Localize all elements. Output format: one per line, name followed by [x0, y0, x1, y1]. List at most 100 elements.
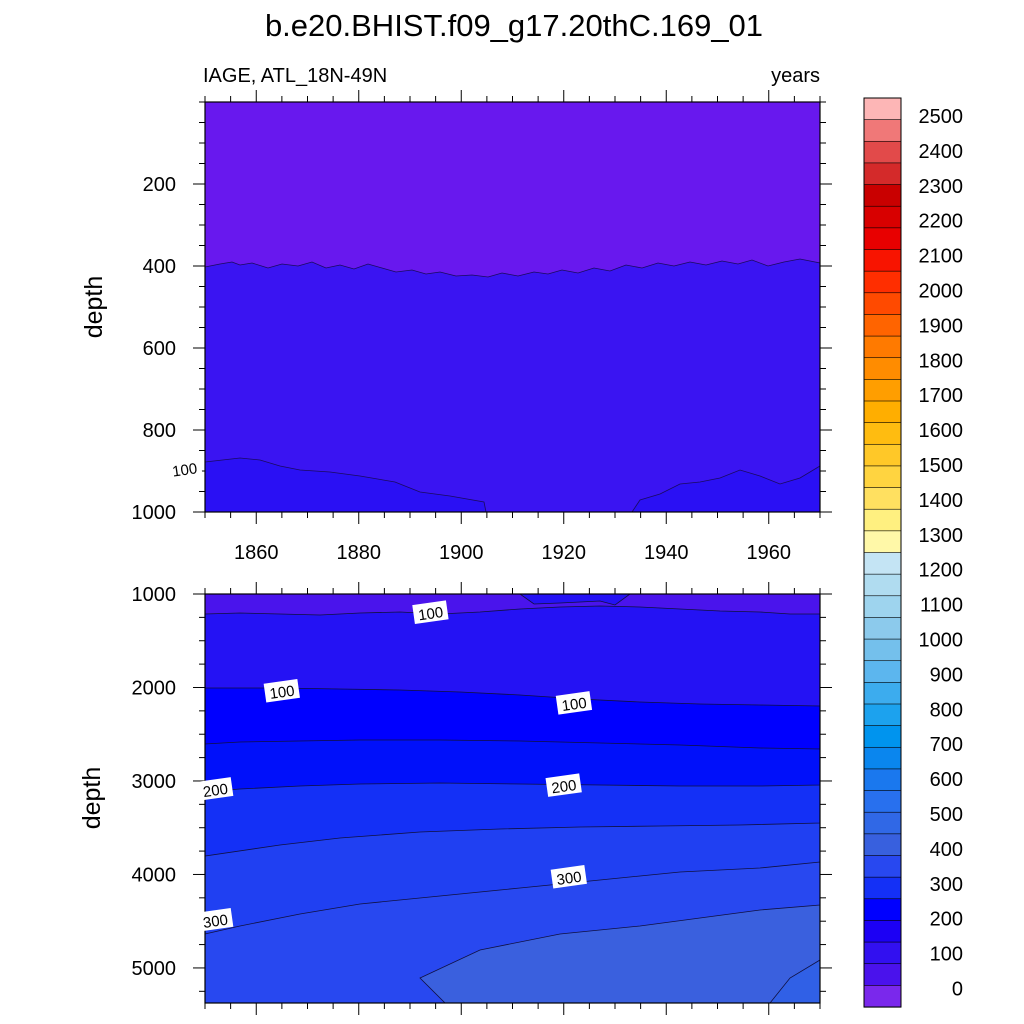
colorbar-swatch: [863, 270, 902, 294]
contour-label-text: 100: [269, 683, 296, 703]
colorbar-swatch: [863, 379, 902, 402]
y-tick-label: 3000: [132, 771, 177, 793]
contour-label: 100: [555, 691, 593, 715]
colorbar-label: 900: [930, 664, 963, 686]
colorbar-swatch: [863, 898, 902, 922]
y-tick-label: 200: [143, 174, 176, 196]
colorbar-swatch: [863, 768, 902, 792]
contour-label-text: 100: [561, 695, 588, 715]
colorbar-swatch: [863, 985, 902, 1008]
bottom-panel: 1000 2000 3000 4000 5000 100 100 100 200 200 300 3…: [78, 582, 832, 1015]
colorbar-swatch: [863, 941, 902, 965]
x-tick-label: 1860: [234, 542, 279, 564]
x-tick-labels: 1860 1880 1900 1920 1940 1960: [234, 542, 791, 564]
panel-right-label: years: [771, 65, 820, 87]
colorbar-label: 1800: [919, 350, 964, 372]
contour-band-100-lower: [204, 457, 487, 513]
contour-label-text: 300: [556, 869, 583, 889]
colorbar-label: 200: [930, 909, 963, 931]
colorbar-swatch: [863, 97, 902, 121]
y-axis-label: depth: [80, 276, 108, 339]
colorbar-label: 300: [930, 874, 963, 896]
colorbar-swatch: [863, 682, 902, 705]
colorbar-swatch: [863, 422, 902, 445]
contour-labels: 100 100 100 200 200 300 300: [197, 600, 593, 932]
y-axis-label: depth: [78, 767, 106, 830]
colorbar-label: 2300: [919, 176, 964, 198]
colorbar-swatch: [863, 314, 902, 337]
colorbar-swatch: [863, 119, 902, 142]
y-tick-label: 1000: [132, 502, 177, 524]
contour-label-text: 200: [550, 777, 577, 797]
colorbar-swatch: [863, 400, 902, 424]
colorbar-swatch: [863, 443, 902, 467]
colorbar-frame: [863, 97, 902, 1008]
colorbar-label: 800: [930, 699, 963, 721]
contour-band-100-upper: [204, 258, 821, 513]
chart-title: b.e20.BHIST.f09_g17.20thC.169_01: [265, 8, 763, 43]
contour-label: 200: [197, 777, 234, 801]
contour-label: 200: [545, 773, 582, 797]
colorbar-label: 1500: [919, 455, 964, 477]
axis-ticks: [193, 582, 832, 1015]
colorbar-swatch: [863, 638, 902, 662]
colorbar-swatch: [863, 833, 902, 857]
colorbar-label: 0: [952, 979, 963, 1001]
x-tick-label: 1920: [542, 542, 587, 564]
contour-label-text: 100: [171, 460, 198, 480]
y-tick-label: 600: [143, 338, 176, 360]
contour-label-text: 300: [202, 912, 229, 932]
colorbar-swatch: [863, 876, 902, 900]
top-panel: IAGE, ATL_18N-49N years 200 400 600 800 1000…: [80, 65, 832, 564]
colorbar-label: 500: [930, 804, 963, 826]
colorbar-label: 1600: [919, 420, 964, 442]
y-tick-label: 400: [143, 256, 176, 278]
colorbar-swatch: [863, 573, 902, 597]
contour-label-text: 200: [202, 781, 229, 801]
x-tick-label: 1940: [644, 542, 689, 564]
contour-band-0-100: [204, 593, 821, 616]
y-tick-label: 1000: [132, 584, 177, 606]
panel-left-label: IAGE, ATL_18N-49N: [203, 65, 387, 87]
contour-label-text: 100: [417, 604, 444, 624]
colorbar: 2500240023002200210020001900180017001600…: [863, 97, 964, 1008]
colorbar-swatch: [863, 227, 902, 251]
colorbar-label: 1900: [919, 315, 964, 337]
colorbar-swatch: [863, 205, 902, 229]
colorbar-swatch: [863, 963, 902, 986]
colorbar-swatch: [863, 335, 902, 359]
colorbar-swatch: [863, 790, 902, 813]
colorbar-swatch: [863, 660, 902, 683]
colorbar-label: 1400: [919, 490, 964, 512]
contour-label: 300: [197, 907, 234, 932]
colorbar-swatch: [863, 162, 902, 186]
colorbar-label: 400: [930, 839, 963, 861]
colorbar-swatch: [863, 703, 902, 727]
contour-label: 300: [550, 864, 587, 889]
x-tick-label: 1960: [747, 542, 792, 564]
colorbar-label: 2200: [919, 211, 964, 233]
colorbar-swatch: [863, 184, 902, 207]
colorbar-label: 100: [930, 944, 963, 966]
x-tick-label: 1880: [337, 542, 382, 564]
colorbar-swatch: [863, 552, 902, 575]
contour-labels: 100: [166, 456, 203, 481]
x-tick-label: 1900: [439, 542, 484, 564]
y-tick-label: 5000: [132, 958, 177, 980]
colorbar-label: 600: [930, 769, 963, 791]
colorbar-swatch: [863, 292, 902, 316]
colorbar-label: 1200: [919, 560, 964, 582]
y-tick-labels: 200 400 600 800 1000: [132, 174, 177, 524]
colorbar-label: 700: [930, 734, 963, 756]
y-tick-label: 2000: [132, 677, 177, 699]
colorbar-swatch: [863, 508, 902, 532]
colorbar-label: 2400: [919, 141, 964, 163]
contour-label: 100: [263, 678, 300, 703]
colorbar-swatch: [863, 140, 902, 164]
colorbar-label: 1000: [919, 630, 964, 652]
axis-ticks: [193, 90, 832, 524]
colorbar-label: 2100: [919, 246, 964, 268]
colorbar-label: 2500: [919, 106, 964, 128]
y-tick-labels: 1000 2000 3000 4000 5000: [132, 584, 177, 980]
